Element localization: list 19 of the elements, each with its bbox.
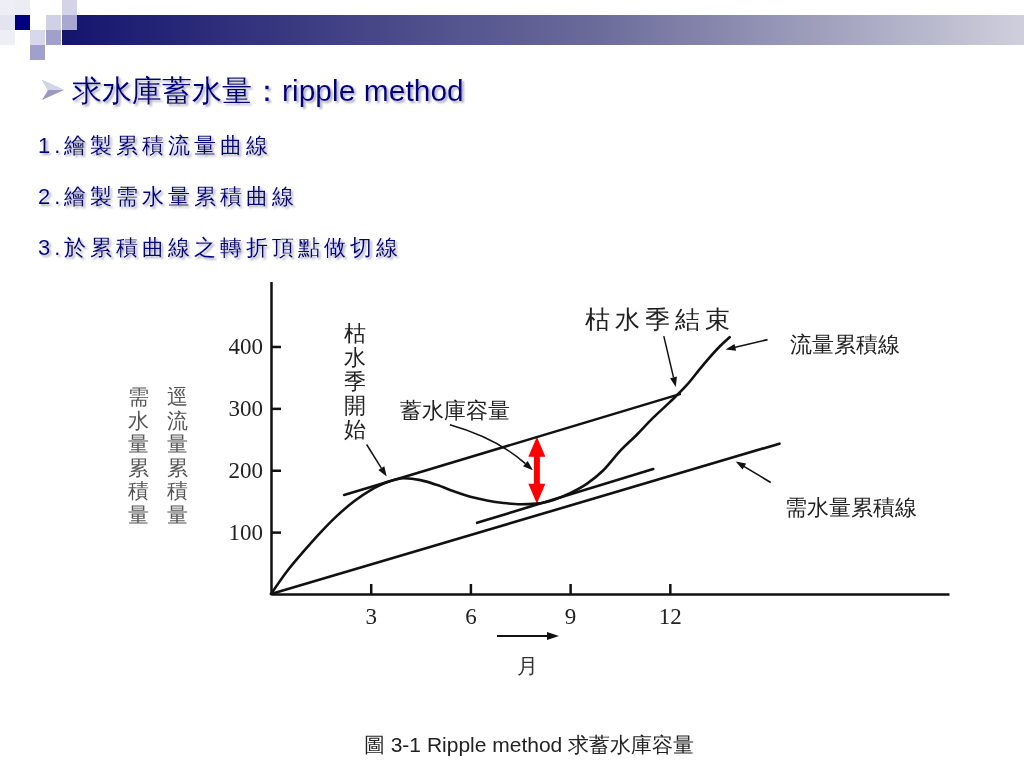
chart-subtitle: 1.繪製累積流量曲線 2.繪製需水量累積曲線 3.於累積曲線之轉折頂點做切線 — [38, 133, 403, 260]
x-axis-title: 月 — [516, 654, 538, 678]
annotation: 枯水季結束 — [584, 306, 735, 334]
x-tick-label: 12 — [658, 604, 682, 630]
caption: 圖 3-1 Ripple method 求蓄水庫容量 — [363, 733, 695, 756]
chart-title: 求水庫蓄水量：ripple method — [72, 74, 464, 107]
x-tick-label: 9 — [564, 604, 577, 630]
x-tick-label: 6 — [465, 604, 477, 630]
y-axis-title: 逕流量累積量 — [166, 385, 188, 527]
y-tick-label: 400 — [228, 334, 263, 360]
y-tick-label: 200 — [228, 458, 263, 484]
x-tick-label: 3 — [365, 604, 377, 630]
annotation: 枯水季開始 — [343, 320, 366, 442]
y-tick-label: 100 — [228, 519, 263, 545]
legend-label: 流量累積線 — [789, 331, 900, 357]
text: 需水量累積量 — [127, 385, 149, 527]
text: 需水量累積線 — [784, 495, 917, 521]
annotation: 蓄水庫容量 — [399, 397, 510, 423]
y-tick-label: 300 — [228, 396, 263, 422]
